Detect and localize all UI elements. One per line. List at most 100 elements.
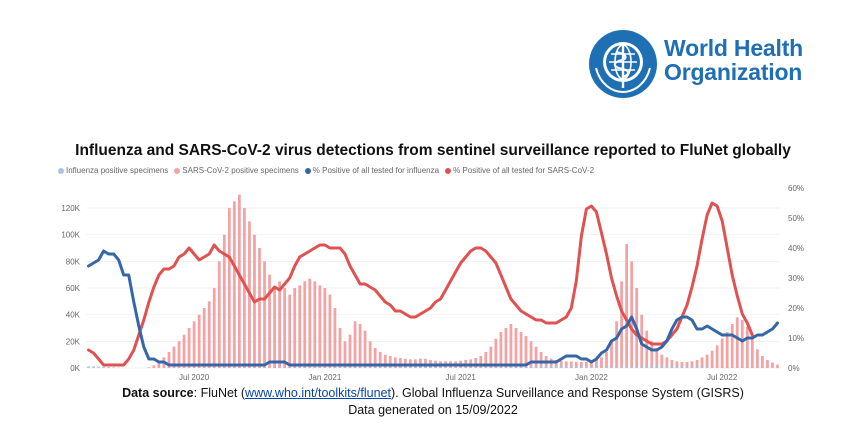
sars-cov-2-bar — [514, 328, 518, 368]
influenza-bar — [640, 366, 644, 368]
influenza-bar — [439, 367, 442, 368]
sars-cov-2-bar — [328, 294, 332, 368]
sars-cov-2-bar — [610, 341, 613, 368]
influenza-bar — [569, 366, 573, 368]
influenza-bar — [529, 366, 533, 368]
sars-cov-2-bar — [705, 354, 709, 368]
sars-cov-2-bar — [157, 361, 161, 368]
y-right-tick-label: 0% — [788, 364, 800, 373]
influenza-bar — [102, 366, 105, 368]
sars-cov-2-bar — [504, 328, 508, 368]
sars-cov-2-bar — [605, 352, 608, 368]
sars-cov-2-bar — [489, 346, 493, 368]
influenza-bar — [393, 367, 397, 368]
sars-cov-2-bar — [424, 358, 427, 368]
legend-item-influenza-percent[interactable]: % Positive of all tested for influenza — [304, 166, 439, 175]
influenza-bar — [459, 367, 463, 368]
flunet-link[interactable]: www.who.int/toolkits/flunet — [245, 386, 391, 400]
influenza-bar — [660, 366, 664, 368]
legend-item-influenza-specimens[interactable]: Influenza positive specimens — [58, 166, 168, 175]
influenza-bar — [645, 366, 649, 368]
sars-cov-2-bar — [278, 281, 281, 368]
sars-cov-2-bar — [177, 341, 181, 368]
sars-cov-2-bar — [484, 352, 488, 368]
sars-cov-2-bar — [273, 288, 276, 368]
influenza-bar — [705, 367, 709, 368]
sars-cov-2-bar — [700, 357, 704, 368]
y-left-tick-label: 40K — [66, 311, 81, 320]
sars-cov-2-bar — [766, 360, 769, 368]
sars-cov-2-bar — [197, 314, 201, 368]
influenza-bar — [675, 366, 679, 368]
influenza-bar — [484, 367, 488, 368]
who-emblem-icon — [589, 30, 657, 98]
influenza-bar — [579, 366, 583, 368]
sars-cov-2-bar — [655, 348, 659, 368]
sars-cov-2-bar — [368, 341, 372, 368]
influenza-bar — [655, 365, 659, 368]
sars-cov-2-bar — [529, 341, 533, 368]
influenza-bar — [635, 366, 639, 368]
influenza-bar — [630, 366, 634, 368]
sars-cov-2-bar — [172, 346, 176, 368]
influenza-bar — [479, 367, 483, 368]
sars-cov-2-bar — [660, 354, 664, 368]
influenza-bar — [368, 367, 372, 368]
sars-cov-2-bar — [268, 274, 271, 368]
sars-cov-2-bar — [388, 356, 392, 368]
sars-cov-2-bar — [710, 350, 714, 368]
y-right-tick-label: 30% — [788, 274, 804, 283]
influenza-bar — [554, 366, 558, 368]
influenza-bar — [353, 367, 357, 368]
influenza-bar — [524, 366, 528, 368]
influenza-bar — [303, 367, 307, 368]
influenza-bar — [449, 367, 452, 368]
y-right-tick-label: 40% — [788, 244, 804, 253]
influenza-bar — [464, 367, 468, 368]
sars-cov-2-bar — [600, 357, 603, 368]
influenza-bar — [358, 367, 362, 368]
x-tick-label: Jul 2020 — [179, 373, 210, 381]
sars-cov-2-bar — [353, 321, 357, 368]
x-tick-label: Jan 2022 — [575, 373, 608, 381]
legend-item-sars-cov-2-specimens[interactable]: SARS-CoV-2 positive specimens — [174, 166, 299, 175]
sars-cov-2-bar — [569, 361, 573, 368]
sars-cov-2-bar — [519, 332, 523, 368]
sars-cov-2-bar — [675, 361, 679, 368]
influenza-bar — [519, 366, 523, 368]
sars-cov-2-bar — [263, 261, 266, 368]
sars-cov-2-bar — [207, 301, 211, 368]
sars-cov-2-bar — [212, 288, 216, 368]
sars-cov-2-bar — [308, 278, 312, 368]
sars-cov-2-bar — [232, 201, 236, 368]
sars-cov-2-bar — [293, 288, 297, 368]
influenza-percent-line — [87, 249, 779, 367]
chart-plot: 0K 20K 40K 60K 80K 100K 120K 0% 10% 20% 30% 40% 50% 6… — [61, 184, 804, 381]
sars-cov-2-bar — [258, 248, 261, 368]
sars-cov-2-bar — [750, 338, 754, 368]
legend-item-sars-cov-2-percent[interactable]: % Positive of all tested for SARS-CoV-2 — [445, 166, 594, 175]
data-source-note: Data source: FluNet (www.who.int/toolkit… — [0, 385, 866, 419]
influenza-bar — [620, 366, 623, 368]
influenza-bar — [283, 367, 287, 368]
influenza-bar — [690, 366, 694, 368]
influenza-bar — [87, 366, 90, 368]
sars-cov-2-bar — [625, 244, 628, 368]
influenza-bar — [474, 367, 478, 368]
sars-cov-2-bar — [579, 362, 583, 368]
influenza-bar — [685, 366, 689, 368]
x-tick-label: Jul 2022 — [707, 373, 738, 381]
sars-cov-2-bar — [383, 354, 387, 368]
sars-cov-2-bar — [192, 321, 196, 368]
sars-cov-2-bar — [288, 294, 292, 368]
influenza-bar — [97, 366, 100, 368]
sars-cov-2-bar — [348, 334, 352, 368]
influenza-bar — [509, 367, 513, 368]
sars-cov-2-bar — [494, 338, 498, 368]
sars-cov-2-bar — [574, 361, 578, 368]
y-left-tick-label: 120K — [61, 204, 80, 213]
sars-cov-2-percent-line — [87, 201, 754, 367]
influenza-bar — [383, 367, 387, 368]
influenza-bar — [650, 366, 654, 368]
influenza-bar — [112, 367, 116, 368]
